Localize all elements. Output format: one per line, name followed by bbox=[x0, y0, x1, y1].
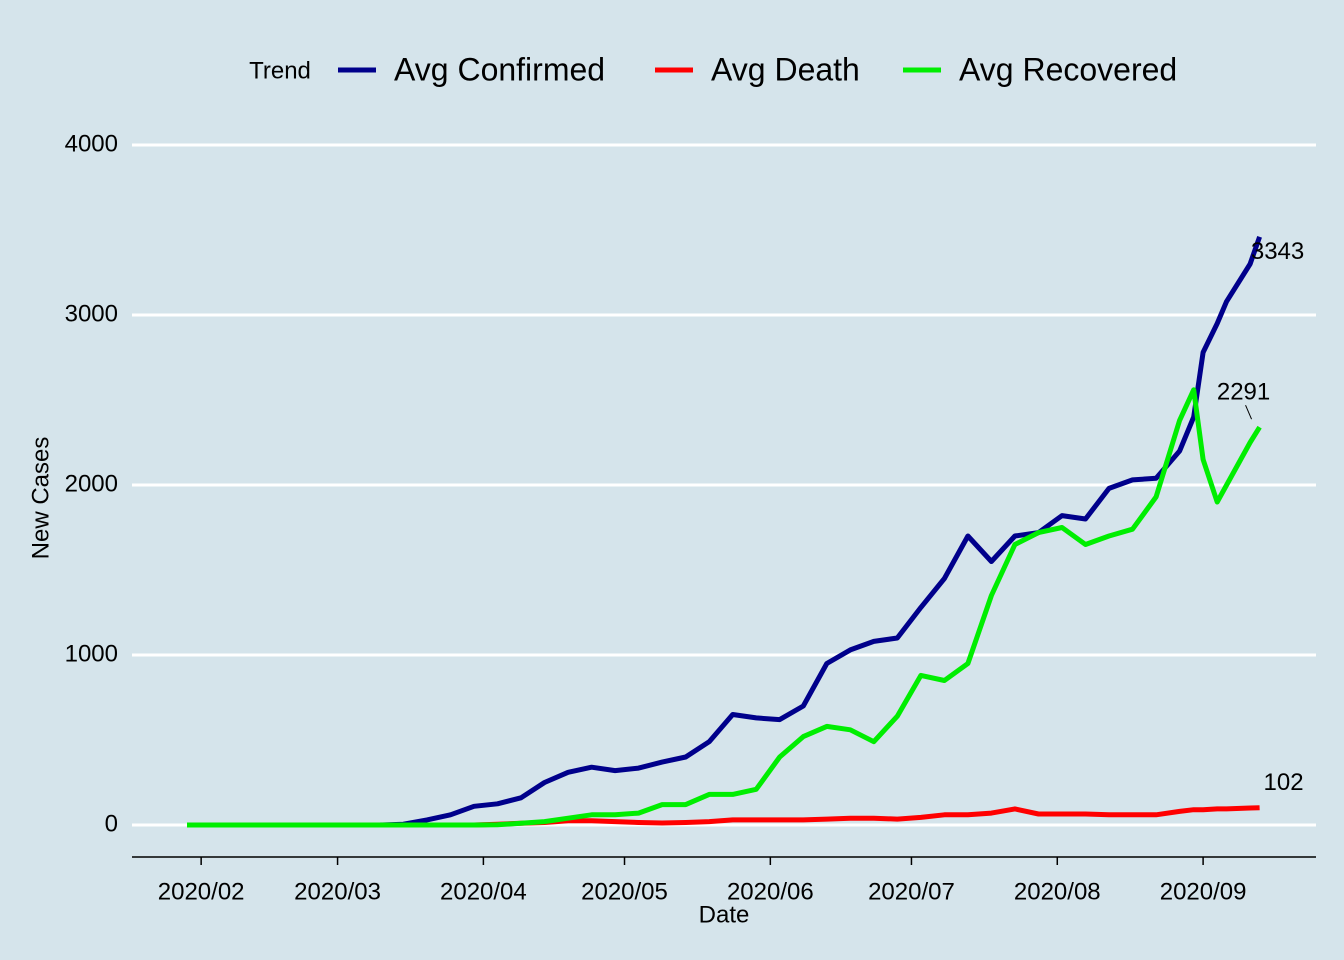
y-axis-title: New Cases bbox=[27, 437, 54, 560]
series-line bbox=[187, 235, 1262, 828]
series-line bbox=[187, 387, 1262, 828]
y-tick-label: 0 bbox=[105, 810, 118, 837]
x-tick-label: 2020/03 bbox=[294, 878, 381, 905]
x-tick-label: 2020/02 bbox=[158, 878, 245, 905]
legend-title: Trend bbox=[249, 57, 311, 84]
x-tick-label: 2020/08 bbox=[1014, 878, 1101, 905]
x-tick-label: 2020/05 bbox=[581, 878, 668, 905]
legend-label: Avg Death bbox=[711, 51, 860, 87]
end-label: 2291 bbox=[1217, 379, 1270, 406]
legend-label: Avg Recovered bbox=[959, 51, 1177, 87]
legend-label: Avg Confirmed bbox=[394, 51, 605, 87]
end-label: 3343 bbox=[1251, 238, 1304, 265]
y-tick-label: 3000 bbox=[65, 300, 118, 327]
x-tick-label: 2020/09 bbox=[1160, 878, 1247, 905]
y-tick-label: 4000 bbox=[65, 130, 118, 157]
end-label: 102 bbox=[1264, 769, 1304, 796]
y-tick-label: 2000 bbox=[65, 470, 118, 497]
x-tick-label: 2020/04 bbox=[440, 878, 527, 905]
x-tick-label: 2020/06 bbox=[727, 878, 814, 905]
label-leader bbox=[1245, 405, 1253, 420]
x-axis-title: Date bbox=[699, 901, 750, 928]
x-tick-label: 2020/07 bbox=[868, 878, 955, 905]
y-tick-label: 1000 bbox=[65, 640, 118, 667]
